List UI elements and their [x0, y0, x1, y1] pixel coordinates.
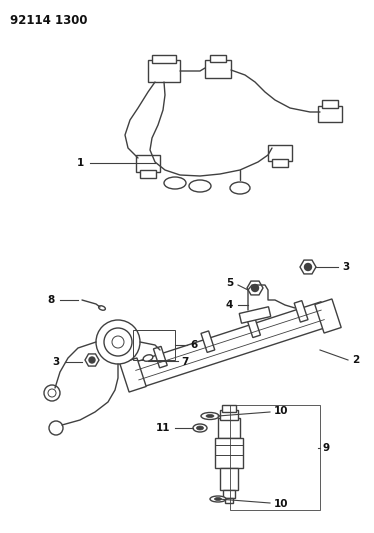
Polygon shape [239, 307, 271, 323]
Circle shape [104, 328, 132, 356]
Ellipse shape [99, 306, 105, 310]
Text: 10: 10 [274, 406, 288, 416]
Bar [318, 106, 342, 122]
Circle shape [48, 389, 56, 397]
Text: 1: 1 [77, 158, 84, 168]
Bar [140, 170, 156, 178]
Ellipse shape [201, 413, 219, 419]
Polygon shape [120, 358, 146, 392]
Bar [223, 490, 235, 498]
Ellipse shape [196, 426, 203, 430]
Bar [136, 155, 160, 172]
Text: 6: 6 [190, 340, 197, 350]
Bar [215, 438, 243, 468]
Polygon shape [294, 301, 308, 322]
Bar [210, 55, 226, 62]
Text: 10: 10 [274, 499, 288, 509]
Bar [218, 418, 240, 438]
Text: 5: 5 [226, 278, 233, 288]
Ellipse shape [230, 182, 250, 194]
Text: 7: 7 [181, 357, 188, 367]
Ellipse shape [164, 177, 186, 189]
Polygon shape [246, 316, 260, 337]
Circle shape [49, 421, 63, 435]
Text: 9: 9 [323, 443, 330, 453]
Bar [230, 405, 320, 510]
Bar [148, 60, 180, 82]
Text: 3: 3 [342, 262, 349, 272]
Ellipse shape [189, 180, 211, 192]
Polygon shape [201, 331, 215, 352]
Polygon shape [153, 346, 167, 368]
Circle shape [44, 385, 60, 401]
Bar [133, 330, 175, 360]
Circle shape [304, 263, 312, 271]
Ellipse shape [206, 415, 214, 417]
Bar [222, 405, 236, 412]
Bar [220, 410, 238, 420]
Circle shape [112, 336, 124, 348]
Text: 11: 11 [156, 423, 170, 433]
Ellipse shape [215, 497, 221, 500]
Text: 3: 3 [53, 357, 60, 367]
Text: 8: 8 [48, 295, 55, 305]
Bar [322, 100, 338, 108]
Text: 92114 1300: 92114 1300 [10, 14, 88, 27]
Bar [220, 468, 238, 490]
Text: 2: 2 [352, 355, 359, 365]
Circle shape [96, 320, 140, 364]
Bar [205, 60, 231, 78]
Text: 4: 4 [226, 300, 233, 310]
Bar [268, 145, 292, 161]
Polygon shape [131, 302, 329, 388]
Circle shape [251, 285, 258, 292]
Ellipse shape [193, 424, 207, 432]
Circle shape [89, 357, 95, 363]
Bar [152, 55, 176, 63]
Bar [225, 498, 233, 503]
Polygon shape [315, 299, 341, 333]
Ellipse shape [210, 496, 226, 502]
Bar [272, 159, 288, 167]
Ellipse shape [143, 355, 153, 361]
